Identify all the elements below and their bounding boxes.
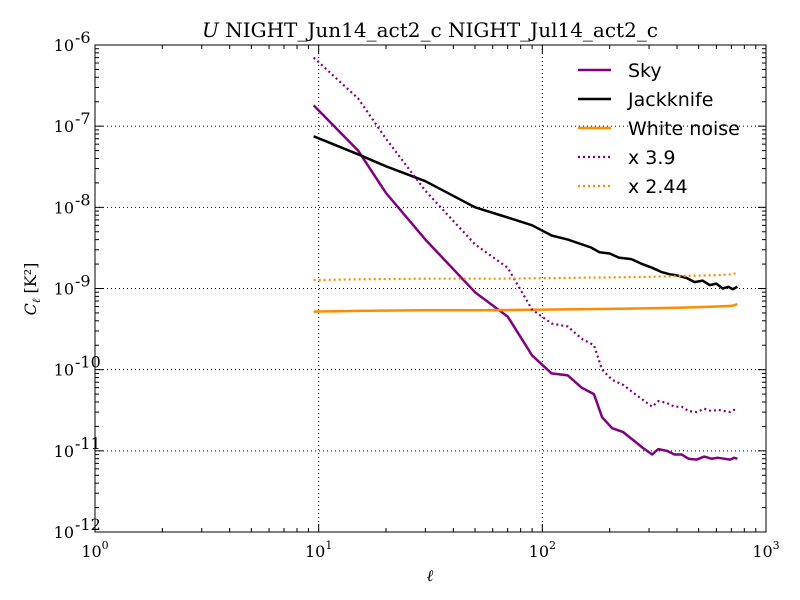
legend: Sky Jackknife White noise x 3.9 x 2.44 — [578, 60, 740, 198]
y-tick-exponent: -6 — [75, 28, 91, 47]
y-tick-exponent: -9 — [75, 272, 91, 291]
legend-label: x 2.44 — [628, 176, 688, 198]
y-tick-label: 10 — [54, 280, 74, 299]
series-group — [312, 56, 738, 461]
y-tick-exponent: -8 — [75, 190, 91, 209]
x-tick-labels: 100 101 102 103 — [81, 539, 779, 561]
x-axis-label: ℓ — [427, 566, 434, 585]
y-tick-exponent: -11 — [75, 434, 101, 453]
y-tick-label: 10 — [54, 361, 74, 380]
x-tick-label: 103 — [752, 539, 779, 561]
x-tick-label: 102 — [529, 539, 556, 561]
series-line-sky — [312, 104, 738, 461]
x-tick-label: 100 — [81, 539, 108, 561]
y-tick-label: 10 — [54, 117, 74, 136]
series-line-x-2-44 — [313, 271, 738, 282]
x-tick-label: 101 — [305, 539, 332, 561]
y-tick-label: 10 — [54, 198, 74, 217]
series-line-x-3-9 — [312, 56, 738, 414]
y-axis-label: Cℓ [K²] — [21, 263, 43, 316]
y-tick-label: 10 — [54, 523, 74, 542]
series-line-white-noise — [313, 302, 738, 313]
y-tick-label: 10 — [54, 442, 74, 461]
legend-label: White noise — [628, 118, 740, 140]
ticks — [94, 44, 767, 533]
legend-label: Jackknife — [627, 89, 713, 111]
y-tick-exponent: -12 — [75, 515, 101, 534]
chart-title: U NIGHT_Jun14_act2_c NIGHT_Jul14_act2_c — [202, 18, 658, 42]
legend-label: x 3.9 — [628, 147, 676, 169]
series-line-jackknife — [313, 135, 738, 291]
y-tick-exponent: -7 — [75, 109, 91, 128]
legend-label: Sky — [628, 60, 662, 82]
y-tick-exponent: -10 — [75, 353, 101, 372]
y-tick-label: 10 — [54, 36, 74, 55]
